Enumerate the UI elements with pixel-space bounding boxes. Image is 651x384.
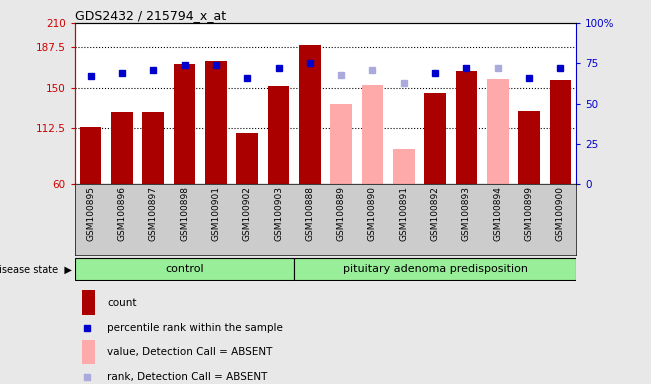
Bar: [75, 258, 294, 280]
Text: GSM100892: GSM100892: [431, 187, 439, 241]
Bar: [518, 111, 540, 184]
Text: GSM100896: GSM100896: [117, 187, 126, 242]
Text: GSM100901: GSM100901: [212, 187, 220, 242]
Bar: [142, 112, 164, 184]
Text: GSM100898: GSM100898: [180, 187, 189, 242]
Text: GSM100888: GSM100888: [305, 187, 314, 242]
Text: rank, Detection Call = ABSENT: rank, Detection Call = ABSENT: [107, 372, 268, 382]
Text: GSM100895: GSM100895: [86, 187, 95, 242]
Text: count: count: [107, 298, 137, 308]
Text: GSM100893: GSM100893: [462, 187, 471, 242]
Bar: [361, 85, 383, 184]
Text: GSM100903: GSM100903: [274, 187, 283, 242]
Bar: [79, 127, 102, 184]
Text: GSM100897: GSM100897: [148, 187, 158, 242]
Bar: [236, 133, 258, 184]
Bar: [549, 80, 572, 184]
Text: pituitary adenoma predisposition: pituitary adenoma predisposition: [342, 264, 528, 275]
Bar: [393, 149, 415, 184]
Text: GDS2432 / 215794_x_at: GDS2432 / 215794_x_at: [75, 9, 226, 22]
Bar: [330, 104, 352, 184]
Bar: [268, 86, 290, 184]
Text: value, Detection Call = ABSENT: value, Detection Call = ABSENT: [107, 348, 273, 358]
Text: GSM100902: GSM100902: [243, 187, 252, 241]
Bar: [456, 71, 477, 184]
Bar: [424, 93, 446, 184]
Bar: [487, 79, 509, 184]
Bar: [174, 64, 195, 184]
Text: GSM100894: GSM100894: [493, 187, 503, 241]
Text: disease state  ▶: disease state ▶: [0, 264, 72, 275]
Bar: [294, 258, 576, 280]
Text: GSM100889: GSM100889: [337, 187, 346, 242]
Bar: [111, 112, 133, 184]
Bar: [205, 61, 227, 184]
Text: GSM100890: GSM100890: [368, 187, 377, 242]
Bar: [299, 45, 321, 184]
Text: control: control: [165, 264, 204, 275]
Text: GSM100900: GSM100900: [556, 187, 565, 242]
Text: GSM100891: GSM100891: [399, 187, 408, 242]
Bar: [83, 339, 95, 364]
Text: GSM100899: GSM100899: [525, 187, 534, 242]
Bar: [83, 290, 95, 315]
Text: percentile rank within the sample: percentile rank within the sample: [107, 323, 283, 333]
